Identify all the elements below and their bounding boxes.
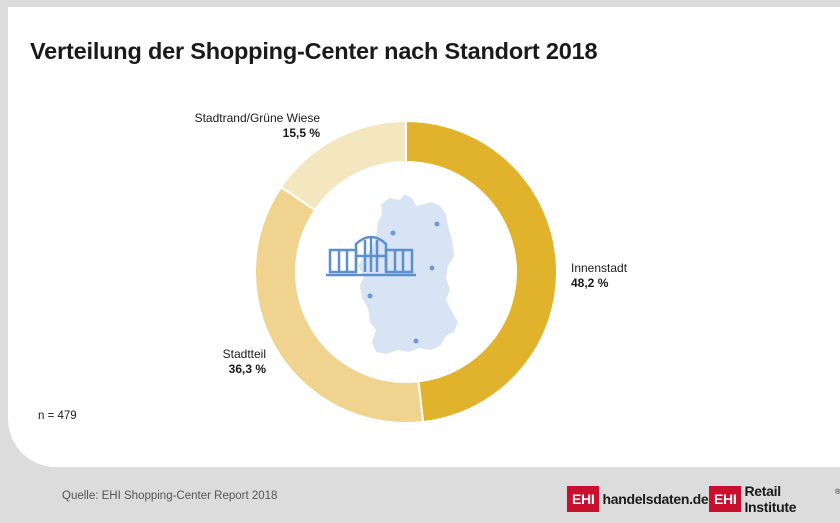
sample-size-note: n = 479 bbox=[38, 410, 77, 422]
label-innenstadt-name: Innenstadt bbox=[571, 261, 628, 275]
ehi-logo-box: EHI bbox=[709, 486, 742, 512]
label-stadtrand: Stadtrand/Grüne Wiese 15,5 % bbox=[180, 111, 320, 141]
label-innenstadt: Innenstadt 48,2 % bbox=[571, 261, 627, 291]
label-stadtteil: Stadtteil 36,3 % bbox=[166, 347, 266, 377]
city-dots bbox=[367, 221, 440, 344]
handelsdaten-logo-text: handelsdaten.de bbox=[602, 491, 709, 507]
shopping-center-icon bbox=[326, 235, 416, 277]
city-dot-hamburg bbox=[390, 230, 396, 236]
donut-slice-stadtteil bbox=[254, 185, 425, 424]
handelsdaten-logo[interactable]: EHI handelsdaten.de bbox=[567, 486, 709, 512]
city-dot-frankfurt bbox=[367, 293, 373, 299]
city-dot-berlin bbox=[434, 221, 440, 227]
ehi-logo-name: Retail Institute bbox=[744, 483, 797, 515]
donut-slices bbox=[254, 119, 558, 424]
city-dot-munich bbox=[413, 338, 419, 344]
donut-slice-innenstadt bbox=[405, 119, 558, 424]
label-stadtteil-name: Stadtteil bbox=[222, 347, 266, 361]
ehi-logo-text: Retail Institute ® bbox=[741, 483, 840, 515]
label-innenstadt-value: 48,2 % bbox=[571, 276, 609, 290]
source-note: Quelle: EHI Shopping-Center Report 2018 bbox=[62, 490, 278, 502]
city-dot-leipzig bbox=[429, 265, 435, 271]
chart-title: Verteilung der Shopping-Center nach Stan… bbox=[30, 38, 598, 64]
ehi-retail-institute-logo[interactable]: EHI Retail Institute ® bbox=[709, 483, 840, 515]
donut-slice-stadtrand-gr-ne-wiese bbox=[279, 119, 407, 212]
center-illustration bbox=[326, 194, 458, 354]
label-stadtrand-value: 15,5 % bbox=[282, 126, 320, 140]
handelsdaten-logo-box: EHI bbox=[567, 486, 600, 512]
registered-mark: ® bbox=[835, 489, 840, 496]
label-stadtteil-value: 36,3 % bbox=[228, 362, 266, 376]
label-stadtrand-name: Stadtrand/Grüne Wiese bbox=[194, 111, 320, 125]
